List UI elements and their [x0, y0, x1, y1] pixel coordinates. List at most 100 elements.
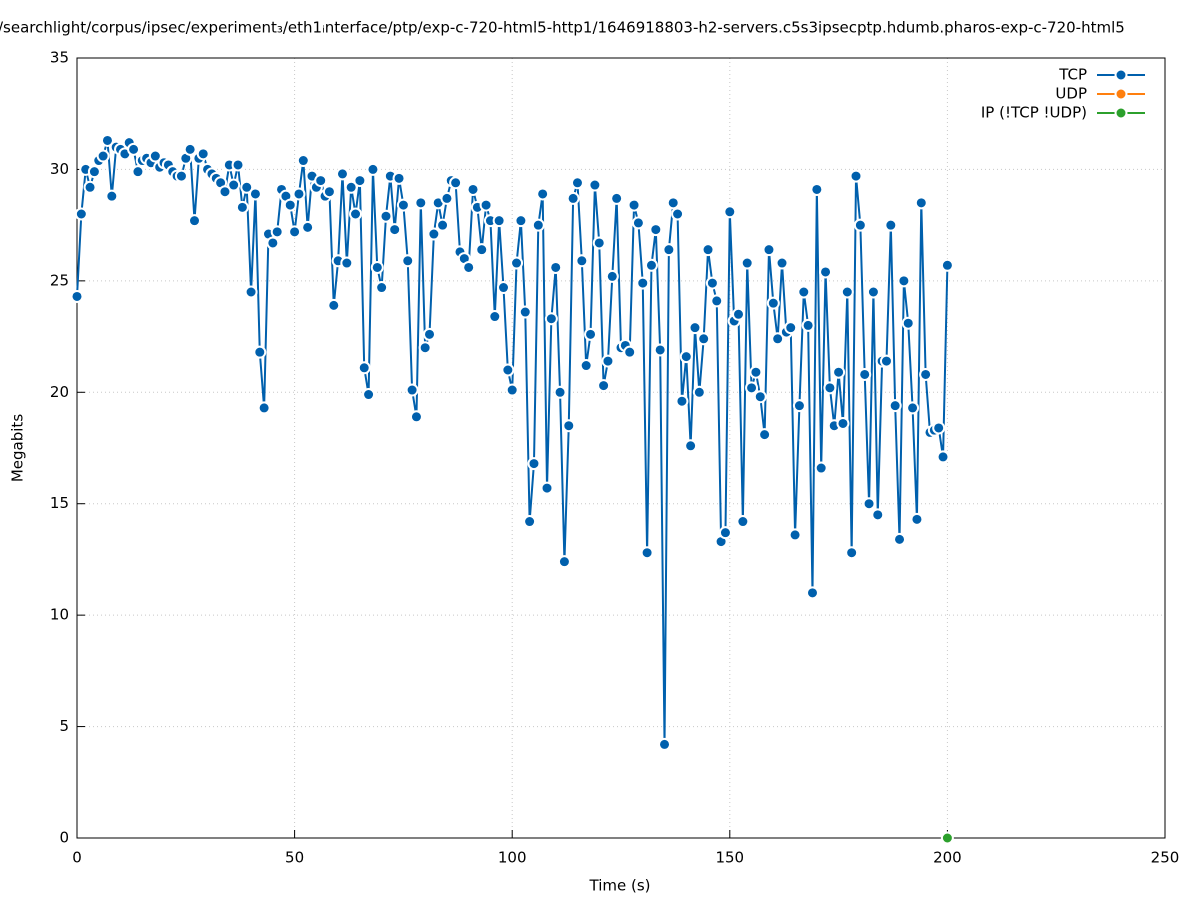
data-point [375, 281, 389, 295]
data-point [100, 133, 114, 147]
data-point [314, 174, 328, 188]
data-point [570, 176, 584, 190]
data-point [910, 512, 924, 526]
data-point [270, 225, 284, 239]
data-point [753, 390, 767, 404]
data-point [736, 515, 750, 529]
data-point [401, 254, 415, 268]
data-point [797, 285, 811, 299]
data-point [74, 207, 88, 221]
data-point [353, 174, 367, 188]
data-point [914, 196, 928, 210]
data-point [662, 243, 676, 257]
legend-swatch [1114, 106, 1128, 120]
data-point [858, 367, 872, 381]
data-point [505, 383, 519, 397]
data-point [536, 187, 550, 201]
data-point [240, 180, 254, 194]
data-point [488, 310, 502, 324]
data-point [653, 343, 667, 357]
data-point [322, 185, 336, 199]
data-point [449, 176, 463, 190]
data-point [423, 327, 437, 341]
data-point [388, 223, 402, 237]
data-point [801, 318, 815, 332]
data-point [335, 167, 349, 181]
plot-frame [76, 57, 1166, 839]
data-point [553, 385, 567, 399]
data-point [697, 332, 711, 346]
data-point [901, 316, 915, 330]
data-point [588, 178, 602, 192]
data-point [631, 216, 645, 230]
data-point [531, 218, 545, 232]
data-point [884, 218, 898, 232]
data-point [658, 737, 672, 751]
data-point [288, 225, 302, 239]
data-point [701, 243, 715, 257]
data-point [879, 354, 893, 368]
data-point [936, 450, 950, 464]
data-point [649, 223, 663, 237]
data-point [462, 260, 476, 274]
data-point [544, 312, 558, 326]
y-tick-label: 0 [59, 829, 69, 847]
data-point [871, 508, 885, 522]
data-point [705, 276, 719, 290]
data-point [436, 218, 450, 232]
data-point [566, 191, 580, 205]
data-point [666, 196, 680, 210]
legend-swatch [1114, 87, 1128, 101]
data-point [174, 169, 188, 183]
y-tick-label: 20 [50, 383, 69, 401]
data-point [575, 254, 589, 268]
data-point [440, 191, 454, 205]
data-point [344, 180, 358, 194]
data-point [83, 180, 97, 194]
data-point [518, 305, 532, 319]
data-point [640, 546, 654, 560]
data-point [788, 528, 802, 542]
y-tick-label: 30 [50, 160, 69, 178]
data-point [557, 555, 571, 569]
data-point [283, 198, 297, 212]
data-point [479, 198, 493, 212]
data-point [231, 158, 245, 172]
data-point [605, 269, 619, 283]
data-point [792, 399, 806, 413]
data-point [296, 154, 310, 168]
x-axis-label: Time (s) [589, 877, 651, 895]
x-tick-label: 0 [72, 849, 82, 867]
y-tick-label: 25 [50, 271, 69, 289]
data-point [745, 381, 759, 395]
data-point [740, 256, 754, 270]
y-tick-label: 10 [50, 606, 69, 624]
data-point [414, 196, 428, 210]
data-point [248, 187, 262, 201]
data-point [749, 365, 763, 379]
data-point [940, 258, 954, 272]
data-point [692, 385, 706, 399]
data-point [105, 189, 119, 203]
data-point [496, 281, 510, 295]
data-point [836, 416, 850, 430]
data-point [597, 379, 611, 393]
data-point [266, 236, 280, 250]
x-tick-label: 50 [285, 849, 304, 867]
data-point [379, 209, 393, 223]
data-point [357, 361, 371, 375]
data-point [501, 363, 515, 377]
data-point [627, 198, 641, 212]
x-tick-label: 100 [498, 849, 527, 867]
data-point [370, 260, 384, 274]
data-point [688, 321, 702, 335]
data-point [758, 428, 772, 442]
data-point [148, 149, 162, 163]
data-point [244, 285, 258, 299]
data-point [527, 457, 541, 471]
data-point [866, 285, 880, 299]
data-point [845, 546, 859, 560]
legend-swatch [1114, 68, 1128, 82]
data-point [562, 419, 576, 433]
data-point [762, 243, 776, 257]
